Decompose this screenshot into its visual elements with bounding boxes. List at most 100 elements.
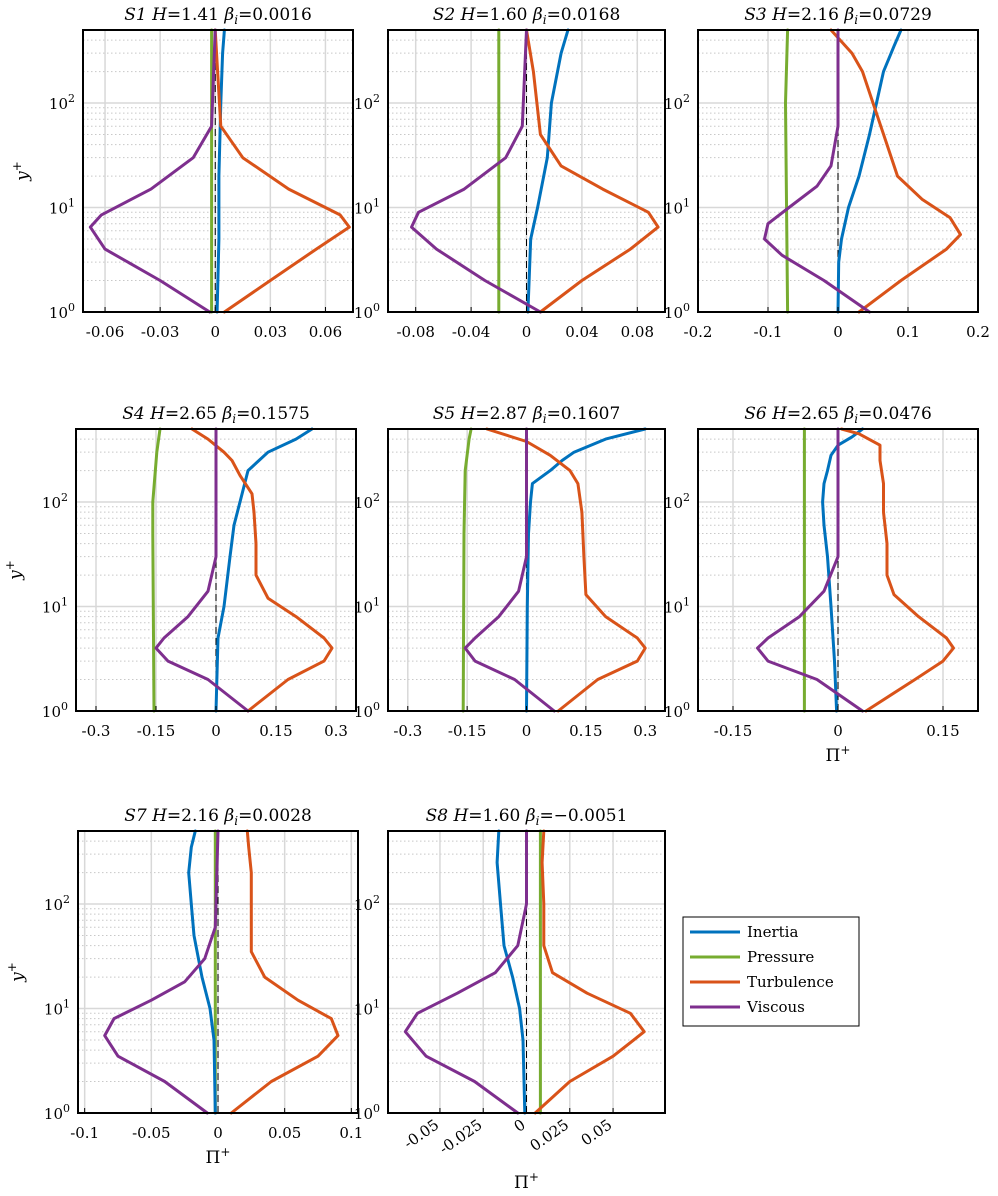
x-tick-label: -0.15	[448, 722, 486, 740]
panel-s8: -0.05-0.025 00.025 0.05 100 101 102 S8 H=1.60 …	[354, 806, 666, 1193]
legend: Inertia Pressure Turbulence Viscous	[682, 916, 860, 1027]
y-tick-label: 100	[49, 301, 75, 322]
x-tick-label: -0.1	[70, 1124, 99, 1142]
y-tick-label: 102	[354, 893, 380, 914]
panel-title: S8 H=1.60 βi=−0.0051	[426, 806, 628, 828]
x-axis-label: Π+	[206, 1145, 231, 1168]
x-axis-label: Π+	[514, 1170, 539, 1193]
x-tick-label: -0.15	[714, 722, 752, 740]
x-tick-label: 0.1	[896, 323, 920, 341]
x-tick-label: 0.08	[621, 323, 654, 341]
x-tick-label: 0	[213, 1124, 223, 1142]
curve-pressure	[784, 28, 790, 314]
curve-turbulence	[840, 427, 955, 713]
panel-title: S3 H=2.16 βi=0.0729	[744, 5, 932, 27]
x-tick-label: 0.15	[569, 722, 602, 740]
x-tick-label: -0.05	[132, 1124, 170, 1142]
x-tick-label: 0.15	[259, 722, 292, 740]
curve-turbulence	[213, 28, 351, 314]
panel-s3: -0.2 -0.1 0 0.1 0.2 100 101 102 S3 H=2.16 βi=0.0…	[664, 5, 990, 341]
x-tick-label: 0.05	[578, 1116, 616, 1150]
curve-viscous	[756, 427, 864, 713]
curve-viscous	[410, 28, 542, 314]
panel-s7: -0.1 -0.05 0 0.05 0.1 100 101 102 S7 H=2.16 βi=0…	[5, 806, 363, 1168]
x-tick-label: -0.1	[754, 323, 783, 341]
x-tick-label: 0	[511, 1116, 529, 1136]
curve-turbulence	[533, 829, 646, 1115]
legend-label-turbulence: Turbulence	[747, 973, 834, 991]
y-tick-label: 100	[664, 700, 690, 721]
x-tick-label: 0.1	[339, 1124, 363, 1142]
panels-group: -0.06 -0.03 0 0.03 0.06 100 101 102 S1 H=1.41 βi…	[3, 5, 990, 1193]
x-tick-label: 0.15	[926, 722, 959, 740]
y-tick-label: 101	[49, 197, 75, 218]
x-axis-label: Π+	[826, 743, 851, 766]
x-tick-label: -0.3	[393, 722, 422, 740]
legend-label-viscous: Viscous	[746, 998, 805, 1016]
x-tick-label: -0.2	[684, 323, 713, 341]
panel-title: S4 H=2.65 βi=0.1575	[122, 404, 310, 426]
x-tick-label: -0.05	[400, 1116, 442, 1153]
x-tick-label: 0	[833, 722, 843, 740]
curve-inertia	[526, 28, 570, 314]
x-tick-label: -0.15	[137, 722, 175, 740]
curve-turbulence	[485, 427, 647, 713]
y-tick-label: 102	[44, 893, 70, 914]
axes-frame	[82, 29, 354, 313]
curve-turbulence	[190, 427, 334, 713]
y-axis-label: y+	[3, 560, 26, 581]
curve-inertia	[214, 427, 314, 713]
curve-inertia	[215, 28, 226, 314]
y-axis-label: y+	[5, 962, 28, 983]
curve-viscous	[463, 427, 556, 713]
curve-inertia	[525, 427, 647, 713]
curve-viscous	[103, 829, 220, 1115]
curve-turbulence	[525, 28, 660, 314]
legend-label-pressure: Pressure	[747, 948, 814, 966]
x-tick-label: 0.04	[565, 323, 598, 341]
curve-turbulence	[829, 28, 962, 314]
panel-s1: -0.06 -0.03 0 0.03 0.06 100 101 102 S1 H=1.41 βi…	[10, 5, 354, 341]
y-tick-label: 102	[354, 92, 380, 113]
y-tick-label: 101	[44, 998, 70, 1019]
y-tick-label: 101	[42, 596, 68, 617]
y-tick-label: 102	[664, 92, 690, 113]
panel-title: S7 H=2.16 βi=0.0028	[124, 806, 312, 828]
y-tick-label: 101	[664, 596, 690, 617]
y-tick-label: 102	[49, 92, 75, 113]
y-tick-label: 101	[354, 596, 380, 617]
curve-inertia	[836, 28, 903, 314]
x-tick-label: 0.3	[324, 722, 348, 740]
x-tick-label: 0.05	[268, 1124, 301, 1142]
panel-title: S2 H=1.60 βi=0.0168	[433, 5, 621, 27]
curve-inertia	[821, 427, 864, 713]
curve-turbulence	[229, 829, 340, 1115]
x-tick-label: 0	[833, 323, 843, 341]
y-tick-label: 100	[44, 1102, 70, 1123]
curve-inertia	[495, 829, 527, 1115]
panel-title: S6 H=2.65 βi=0.0476	[744, 404, 932, 426]
x-tick-label: -0.08	[396, 323, 434, 341]
curve-viscous	[88, 28, 217, 314]
curve-viscous	[154, 427, 250, 713]
x-tick-label: 0.025	[527, 1116, 573, 1155]
curve-pressure	[151, 427, 162, 713]
panel-s6: -0.15 0 0.15 100 101 102 S6 H=2.65 βi=0.0476 Π+	[664, 404, 979, 766]
x-tick-label: 0.03	[254, 323, 287, 341]
x-tick-label: -0.025	[436, 1116, 486, 1158]
y-axis-label: y+	[10, 161, 33, 182]
x-tick-label: -0.03	[141, 323, 179, 341]
y-tick-label: 100	[354, 700, 380, 721]
y-tick-label: 100	[354, 301, 380, 322]
x-tick-label: 0	[522, 323, 532, 341]
x-tick-label: 0.06	[309, 323, 342, 341]
y-tick-label: 100	[354, 1102, 380, 1123]
y-tick-label: 101	[354, 998, 380, 1019]
y-tick-label: 102	[664, 491, 690, 512]
y-tick-label: 100	[42, 700, 68, 721]
x-tick-label: -0.3	[82, 722, 111, 740]
curve-viscous	[403, 829, 528, 1115]
curve-inertia	[187, 829, 217, 1115]
x-tick-label: 0	[210, 323, 220, 341]
